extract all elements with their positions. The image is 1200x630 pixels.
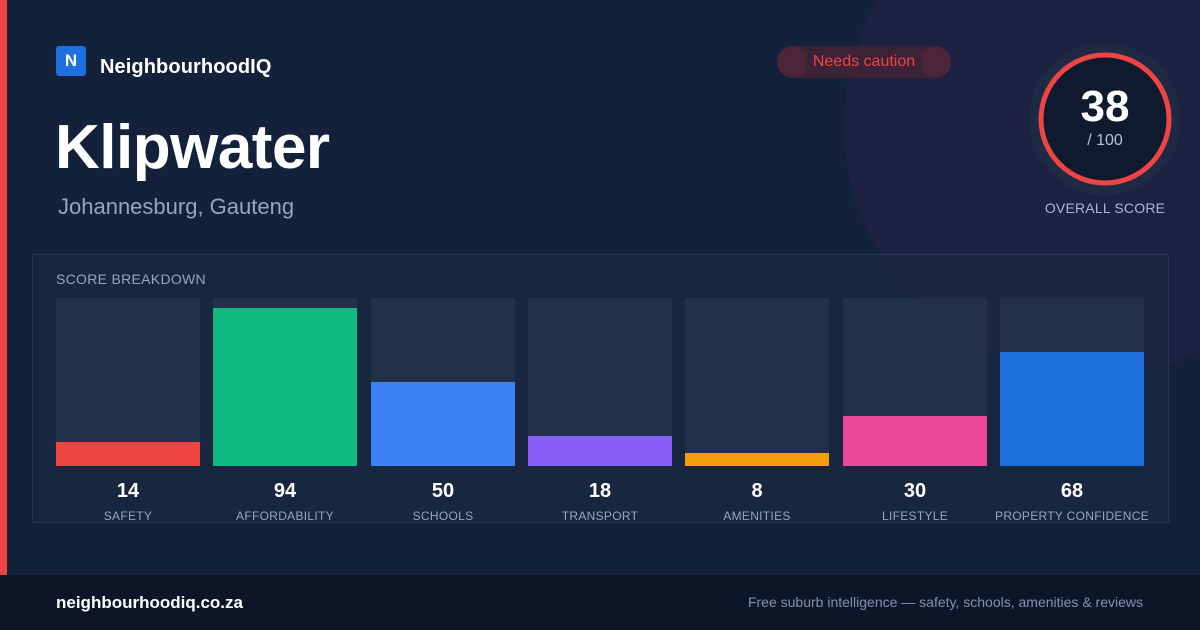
overall-score-max: / 100 (1087, 132, 1123, 149)
bar-fill (843, 416, 987, 466)
bar-affordability: 94 AFFORDABILITY (213, 298, 357, 528)
bar-property-confidence: 68 PROPERTY CONFIDENCE (995, 298, 1149, 528)
bar-fill (213, 308, 357, 466)
bar-safety: 14 SAFETY (56, 298, 200, 528)
bar-value: 30 (903, 480, 927, 502)
footer (0, 575, 1200, 630)
bar-track (685, 298, 829, 466)
bar-fill (1000, 352, 1144, 466)
score-ring-circle (1038, 52, 1172, 186)
bar-track (371, 298, 515, 466)
bar-fill (371, 382, 515, 466)
logo-icon: N (56, 46, 86, 76)
bar-track (1000, 298, 1144, 466)
bar-value: 68 (1060, 480, 1084, 502)
bar-fill (528, 436, 672, 466)
bar-amenities: 8 AMENITIES (685, 298, 829, 528)
status-badge-label: Needs caution (812, 53, 916, 70)
score-breakdown-title: SCORE BREAKDOWN (56, 271, 206, 287)
status-badge: Needs caution (777, 46, 951, 78)
bar-value: 14 (116, 480, 140, 502)
bar-label: AMENITIES (723, 509, 791, 523)
bar-label: SAFETY (103, 509, 153, 523)
accent-bar (0, 0, 7, 575)
footer-tagline: Free suburb intelligence — safety, schoo… (747, 594, 1143, 610)
brand-name: NeighbourhoodIQ (100, 56, 272, 78)
bar-track (213, 298, 357, 466)
bar-fill (685, 453, 829, 466)
bar-label: SCHOOLS (412, 509, 474, 523)
bar-transport: 18 TRANSPORT (528, 298, 672, 528)
badge-cap-right (921, 46, 951, 78)
bar-lifestyle: 30 LIFESTYLE (843, 298, 987, 528)
bar-label: LIFESTYLE (881, 509, 949, 523)
overall-score-ring (1029, 43, 1181, 195)
bar-value: 18 (588, 480, 612, 502)
bar-value: 8 (751, 480, 763, 502)
suburb-location: Johannesburg, Gauteng (58, 194, 295, 219)
suburb-name: Klipwater (55, 113, 330, 182)
overall-score-caption: OVERALL SCORE (1044, 200, 1166, 216)
overall-score-value: 38 (1080, 82, 1130, 131)
bar-label: AFFORDABILITY (236, 509, 334, 523)
bar-value: 94 (273, 480, 297, 502)
bar-track (56, 298, 200, 466)
bar-track (528, 298, 672, 466)
bar-fill (56, 442, 200, 466)
bar-track (843, 298, 987, 466)
bar-value: 50 (431, 480, 455, 502)
bar-label: TRANSPORT (561, 509, 639, 523)
bar-schools: 50 SCHOOLS (371, 298, 515, 528)
footer-domain: neighbourhoodiq.co.za (56, 593, 243, 612)
bar-label: PROPERTY CONFIDENCE (995, 509, 1149, 523)
badge-cap-left (777, 46, 807, 78)
